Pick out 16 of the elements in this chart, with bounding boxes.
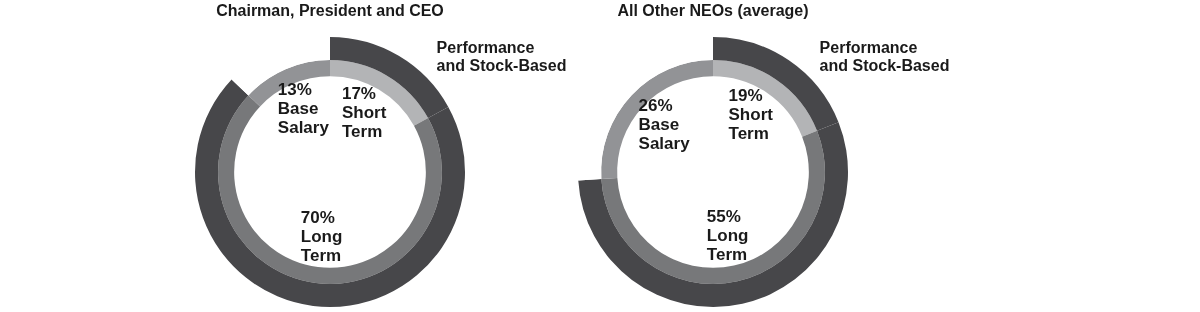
data-label: 13% [277, 80, 312, 100]
data-label: 17% [341, 83, 376, 103]
data-label: 26% [638, 95, 673, 115]
data-label: 55% [706, 207, 741, 227]
slice-label: Base Salary [638, 114, 691, 153]
slice-label: Short Term [341, 102, 387, 141]
chart-title: All Other NEOs (average) [617, 2, 809, 20]
chart-title: Chairman, President and CEO [216, 2, 444, 20]
slice-label: Long Term [300, 227, 343, 266]
data-label: 70% [300, 208, 335, 228]
slice-label: Performance and Stock-Based [436, 39, 567, 75]
slice-label: Base Salary [277, 99, 330, 138]
data-label: 19% [728, 86, 763, 106]
slice-label: Long Term [706, 226, 749, 265]
slice-label: Short Term [728, 105, 774, 144]
slice-label: Performance and Stock-Based [819, 39, 950, 75]
